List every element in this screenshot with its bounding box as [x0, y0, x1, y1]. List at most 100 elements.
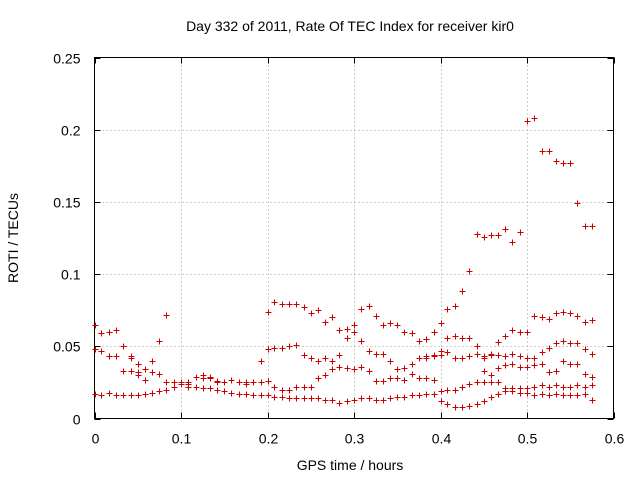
data-point — [409, 330, 416, 337]
data-point — [322, 319, 329, 326]
data-point — [495, 365, 502, 372]
data-point — [366, 348, 373, 355]
data-point — [431, 391, 438, 398]
data-point — [98, 348, 105, 355]
data-point — [524, 355, 531, 362]
data-point — [315, 307, 322, 314]
data-point — [553, 391, 560, 398]
data-point — [236, 391, 243, 398]
data-point — [271, 299, 278, 306]
data-point — [466, 335, 473, 342]
data-point — [258, 358, 265, 365]
data-point — [387, 395, 394, 402]
data-point — [444, 349, 451, 356]
data-point — [214, 387, 221, 394]
data-point — [358, 395, 365, 402]
data-point — [524, 118, 531, 125]
data-point — [459, 404, 466, 411]
data-point — [574, 382, 581, 389]
data-point — [560, 358, 567, 365]
data-point — [329, 358, 336, 365]
data-point — [546, 392, 553, 399]
data-point — [156, 371, 163, 378]
data-point — [589, 317, 596, 324]
data-point — [438, 348, 445, 355]
data-point — [228, 377, 235, 384]
data-point — [308, 310, 315, 317]
data-point — [106, 390, 113, 397]
y-tick-label: 0.1 — [61, 267, 81, 283]
data-point — [495, 232, 502, 239]
data-point — [560, 338, 567, 345]
data-point — [301, 304, 308, 311]
data-point — [509, 361, 516, 368]
data-point — [560, 309, 567, 316]
data-point — [243, 381, 250, 388]
data-point — [502, 362, 509, 369]
data-point — [546, 316, 553, 323]
data-point — [265, 392, 272, 399]
data-point — [488, 372, 495, 379]
data-point — [358, 306, 365, 313]
data-point — [459, 355, 466, 362]
data-point — [142, 391, 149, 398]
data-point — [488, 351, 495, 358]
data-point — [423, 353, 430, 360]
data-point — [308, 395, 315, 402]
data-point — [351, 366, 358, 373]
data-point — [474, 379, 481, 386]
data-point — [531, 392, 538, 399]
data-point — [509, 327, 516, 334]
data-point — [423, 336, 430, 343]
x-tick-label: 0.2 — [259, 431, 279, 447]
data-point — [481, 368, 488, 375]
data-point — [243, 391, 250, 398]
data-point — [214, 378, 221, 385]
data-point — [438, 320, 445, 327]
data-point — [567, 361, 574, 368]
data-point — [185, 381, 192, 388]
data-point — [574, 361, 581, 368]
data-point — [315, 375, 322, 382]
data-point — [200, 372, 207, 379]
data-point — [92, 346, 99, 353]
data-point — [380, 351, 387, 358]
data-point — [582, 223, 589, 230]
data-point — [156, 388, 163, 395]
x-tick-label: 0.5 — [518, 431, 538, 447]
data-point — [459, 288, 466, 295]
data-point — [531, 362, 538, 369]
data-point — [539, 148, 546, 155]
data-point — [560, 384, 567, 391]
data-point — [265, 346, 272, 353]
data-point — [560, 160, 567, 167]
data-point — [423, 375, 430, 382]
data-point — [142, 377, 149, 384]
data-point — [373, 313, 380, 320]
data-point — [322, 355, 329, 362]
data-point — [271, 384, 278, 391]
y-tick-label: 0.2 — [61, 123, 81, 139]
data-point — [329, 314, 336, 321]
data-point — [488, 232, 495, 239]
data-point — [546, 148, 553, 155]
data-point — [431, 352, 438, 359]
data-point — [423, 391, 430, 398]
data-point — [156, 338, 163, 345]
x-tick-label: 0 — [92, 431, 100, 447]
data-point — [466, 353, 473, 360]
data-point — [271, 345, 278, 352]
data-point — [336, 352, 343, 359]
data-point — [336, 400, 343, 407]
data-point — [387, 375, 394, 382]
data-point — [351, 322, 358, 329]
data-point — [409, 392, 416, 399]
y-tick-label: 0 — [73, 412, 81, 428]
data-point — [358, 364, 365, 371]
data-point — [401, 377, 408, 384]
data-point — [120, 392, 127, 399]
data-point — [474, 231, 481, 238]
data-point — [286, 343, 293, 350]
data-point — [142, 366, 149, 373]
